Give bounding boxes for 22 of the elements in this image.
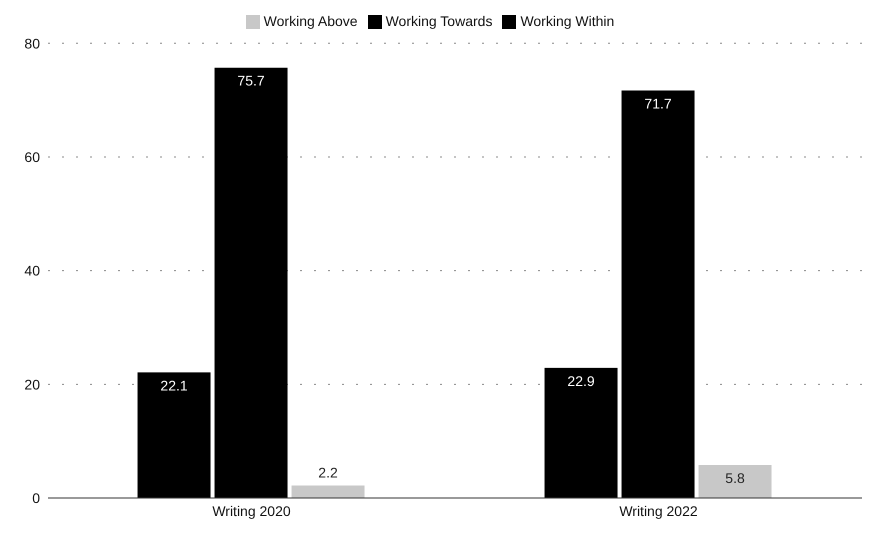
y-tick-label: 40 [24, 262, 40, 279]
bar [214, 68, 288, 498]
x-tick-label: Writing 2020 [212, 502, 291, 519]
x-tick-label: Writing 2022 [619, 502, 698, 519]
bar [698, 465, 772, 498]
data-label: 22.1 [160, 377, 188, 394]
legend-label: Working Towards [386, 13, 492, 29]
bar [138, 372, 211, 498]
y-tick-label: 60 [24, 148, 40, 165]
data-label: 22.9 [567, 372, 595, 389]
data-label: 75.7 [237, 72, 265, 89]
data-label: 71.7 [644, 95, 672, 112]
bar [622, 90, 695, 498]
y-tick-label: 20 [24, 376, 40, 392]
data-label: 2.2 [318, 464, 338, 480]
bar [292, 485, 365, 498]
y-tick-label: 0 [32, 490, 40, 506]
legend-label: Working Within [520, 13, 614, 29]
y-tick-label: 80 [24, 35, 40, 52]
data-label: 5.8 [725, 470, 745, 486]
legend-label: Working Above [264, 13, 358, 29]
bar [544, 368, 618, 498]
